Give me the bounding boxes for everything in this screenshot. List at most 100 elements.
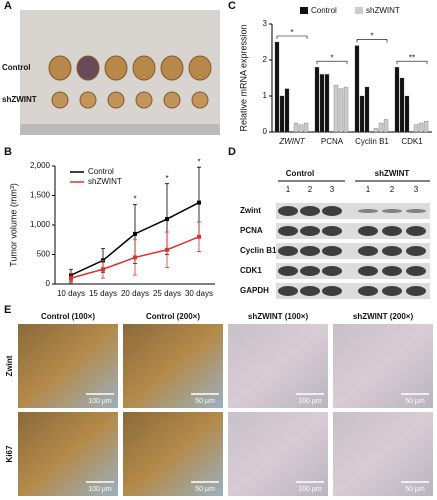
ihc-image	[18, 324, 118, 408]
bar	[284, 88, 290, 133]
scale-label: 50 µm	[405, 398, 425, 405]
panel-label: E	[4, 304, 11, 316]
protein-label: PCNA	[240, 226, 263, 235]
x-tick-label: Cyclin B1	[355, 137, 389, 146]
band	[322, 286, 342, 296]
band	[300, 206, 320, 216]
bar	[279, 95, 285, 133]
scale-label: 100 µm	[298, 398, 322, 405]
y-tick-label: 0	[46, 279, 51, 288]
tumors	[48, 55, 212, 109]
point	[165, 247, 169, 252]
x-tick-label: CDK1	[401, 137, 423, 146]
band	[382, 226, 402, 236]
tumor	[160, 55, 184, 81]
band	[300, 266, 320, 276]
scale-label: 50 µm	[195, 398, 215, 405]
legend-swatch	[355, 7, 363, 14]
lane-number: 1	[286, 185, 291, 194]
band	[382, 286, 402, 296]
ihc-image	[228, 412, 328, 496]
bar	[293, 122, 299, 133]
legend-label: Control	[311, 6, 337, 15]
point	[69, 276, 73, 281]
lane-number: 2	[308, 185, 313, 194]
legend-swatch	[300, 7, 308, 14]
ihc-image	[228, 324, 328, 408]
row-label: Zwint	[5, 355, 14, 376]
blot: 1 2 3 1 2 3 Zwint PCNA Cyclin B1 CDK1 GAPDH	[240, 185, 430, 299]
point	[165, 217, 169, 222]
band	[358, 226, 378, 236]
bar	[418, 122, 424, 133]
band	[382, 209, 402, 213]
band	[382, 266, 402, 276]
band	[406, 286, 426, 296]
x-tick-label: 30 days	[185, 289, 213, 298]
panel-label: A	[4, 0, 12, 12]
ihc-image	[18, 412, 118, 496]
lane-number: 2	[390, 185, 395, 194]
band	[406, 209, 426, 213]
band	[278, 246, 298, 256]
y-axis-label: Relative mRNA expression	[238, 24, 248, 131]
significance: *	[370, 32, 373, 41]
x-tick-label: 15 days	[89, 289, 117, 298]
band	[406, 246, 426, 256]
band	[300, 226, 320, 236]
column-title: shZWINT (200×)	[353, 312, 414, 321]
scale-label: 100 µm	[88, 398, 112, 405]
bar	[373, 128, 379, 133]
scale-label: 100 µm	[88, 486, 112, 493]
legend-label: Control	[88, 167, 114, 176]
band	[358, 209, 378, 213]
bar	[338, 88, 344, 133]
sig-bracket	[316, 60, 348, 65]
bar	[354, 45, 360, 133]
ihc-image	[333, 412, 433, 496]
band	[300, 286, 320, 296]
bar	[274, 41, 280, 133]
x-tick-label: 25 days	[153, 289, 181, 298]
bar	[423, 121, 429, 133]
tumor	[132, 55, 156, 81]
x-tick-label: 20 days	[121, 289, 149, 298]
band	[278, 206, 298, 216]
bar	[303, 122, 309, 133]
significance: *	[290, 28, 293, 37]
bar	[404, 95, 410, 133]
y-tick-label: 1	[263, 91, 268, 100]
tumor	[135, 91, 153, 109]
lane-number: 3	[414, 185, 419, 194]
photo-row-label: Control	[2, 63, 30, 72]
band	[278, 226, 298, 236]
significance: *	[197, 157, 200, 166]
point	[197, 200, 201, 205]
column-title: Control (100×)	[41, 312, 95, 321]
y-tick-label: 500	[37, 250, 51, 259]
tumor	[163, 91, 181, 109]
bar	[333, 85, 339, 133]
x-tick-label: ZWINT	[278, 137, 305, 146]
bar	[343, 86, 349, 133]
scale-label: 50 µm	[405, 486, 425, 493]
bar	[394, 67, 400, 133]
photo-row-label: shZWINT	[2, 95, 37, 104]
y-axis-label: Tumor volume (mm³)	[8, 183, 18, 267]
point	[197, 234, 201, 239]
y-tick-label: 0	[263, 127, 268, 136]
band	[406, 226, 426, 236]
x-tick-label: 10 days	[57, 289, 85, 298]
protein-label: Zwint	[240, 206, 261, 215]
band	[300, 246, 320, 256]
tumor	[51, 91, 69, 109]
lane-number: 3	[330, 185, 335, 194]
point	[133, 255, 137, 260]
band	[358, 246, 378, 256]
column-title: Control (200×)	[146, 312, 200, 321]
sig-bracket	[396, 60, 428, 65]
x-tick-label: PCNA	[321, 137, 344, 146]
band	[322, 266, 342, 276]
ruler	[20, 124, 220, 135]
